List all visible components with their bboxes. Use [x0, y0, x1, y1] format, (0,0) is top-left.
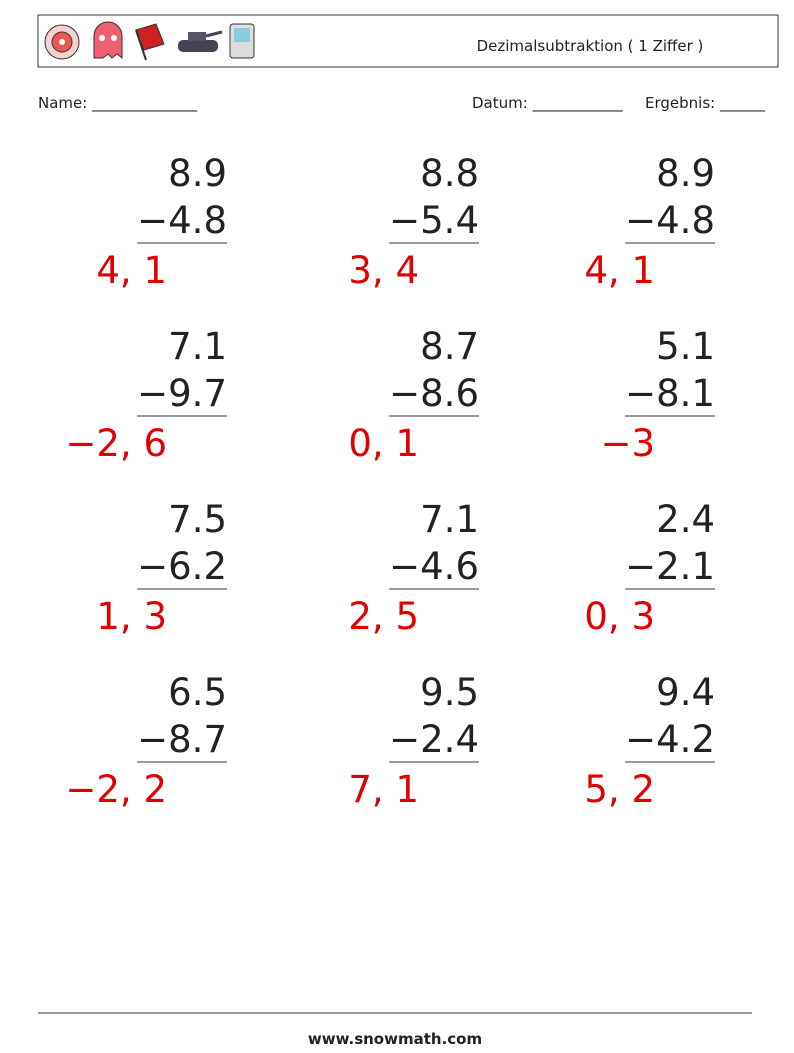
minuend: 7.1: [420, 498, 479, 541]
minuend: 7.1: [168, 325, 227, 368]
subtrahend: −4.8: [625, 199, 715, 242]
minuend: 8.8: [420, 152, 479, 195]
date-field: Datum: ____________: [472, 94, 623, 113]
answer: 2, 5: [348, 595, 419, 638]
name-field: Name: ______________: [38, 94, 198, 113]
subtrahend: −8.6: [389, 372, 479, 415]
subtrahend: −5.4: [389, 199, 479, 242]
minuend: 5.1: [656, 325, 715, 368]
minuend: 8.9: [656, 152, 715, 195]
minuend: 9.4: [656, 671, 715, 714]
subtrahend: −8.7: [137, 718, 227, 761]
answer: −3: [600, 422, 655, 465]
subtrahend: −6.2: [137, 545, 227, 588]
subtrahend: −8.1: [625, 372, 715, 415]
answer: 1, 3: [96, 595, 167, 638]
footer-url: www.snowmath.com: [308, 1030, 482, 1048]
minuend: 2.4: [656, 498, 715, 541]
header-box: [37, 14, 779, 68]
answer: 3, 4: [348, 249, 419, 292]
minuend: 6.5: [168, 671, 227, 714]
answer: 4, 1: [584, 249, 655, 292]
answer: 0, 1: [348, 422, 419, 465]
minuend: 8.7: [420, 325, 479, 368]
answer: 7, 1: [348, 768, 419, 811]
minuend: 9.5: [420, 671, 479, 714]
answer: −2, 6: [65, 422, 167, 465]
answer: −2, 2: [65, 768, 167, 811]
answer: 4, 1: [96, 249, 167, 292]
subtrahend: −4.8: [137, 199, 227, 242]
subtrahend: −4.2: [625, 718, 715, 761]
subtrahend: −9.7: [137, 372, 227, 415]
icons: [44, 21, 255, 61]
subtrahend: −2.1: [625, 545, 715, 588]
answer: 0, 3: [584, 595, 655, 638]
answer: 5, 2: [584, 768, 655, 811]
subtrahend: −4.6: [389, 545, 479, 588]
result-field: Ergebnis: ______: [645, 94, 765, 113]
title: Dezimalsubtraktion ( 1 Ziffer ): [477, 37, 704, 55]
minuend: 8.9: [168, 152, 227, 195]
minuend: 7.5: [168, 498, 227, 541]
subtrahend: −2.4: [389, 718, 479, 761]
